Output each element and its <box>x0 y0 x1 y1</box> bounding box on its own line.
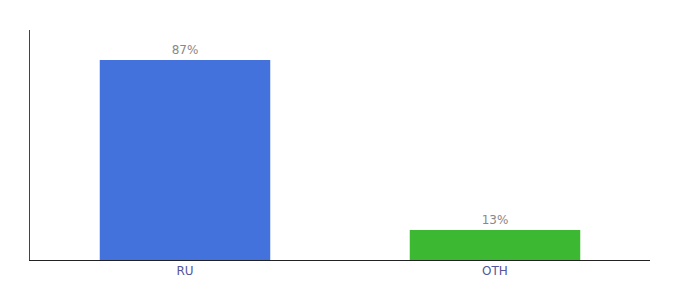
svg-text:13%: 13% <box>482 213 509 227</box>
svg-text:RU: RU <box>176 264 193 278</box>
svg-text:87%: 87% <box>172 43 199 57</box>
svg-text:OTH: OTH <box>482 264 508 278</box>
